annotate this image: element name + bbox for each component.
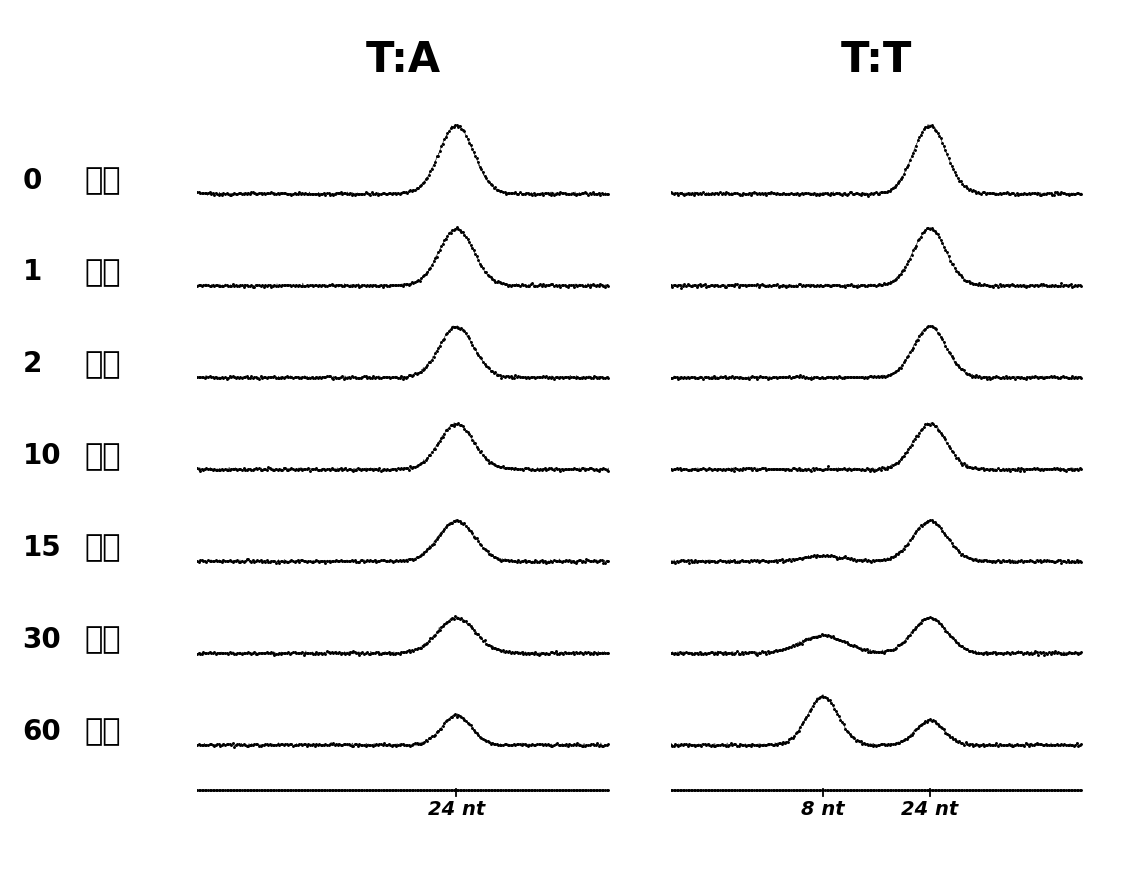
Text: 分钟: 分钟 <box>85 258 121 287</box>
Text: 分钟: 分钟 <box>85 442 121 471</box>
Text: 24 nt: 24 nt <box>902 801 958 819</box>
Text: 1: 1 <box>23 258 42 286</box>
Text: 2: 2 <box>23 350 42 378</box>
Text: 30: 30 <box>23 626 61 654</box>
Text: 8 nt: 8 nt <box>801 801 844 819</box>
Text: T:A: T:A <box>365 39 441 81</box>
Text: 60: 60 <box>23 718 61 746</box>
Text: 10: 10 <box>23 442 61 470</box>
Text: 分钟: 分钟 <box>85 626 121 654</box>
Text: 0: 0 <box>23 166 42 194</box>
Text: T:T: T:T <box>841 39 912 81</box>
Text: 分钟: 分钟 <box>85 166 121 195</box>
Text: 分钟: 分钟 <box>85 350 121 379</box>
Text: 分钟: 分钟 <box>85 534 121 563</box>
Text: 分钟: 分钟 <box>85 718 121 746</box>
Text: 15: 15 <box>23 534 61 562</box>
Text: 24 nt: 24 nt <box>428 801 485 819</box>
